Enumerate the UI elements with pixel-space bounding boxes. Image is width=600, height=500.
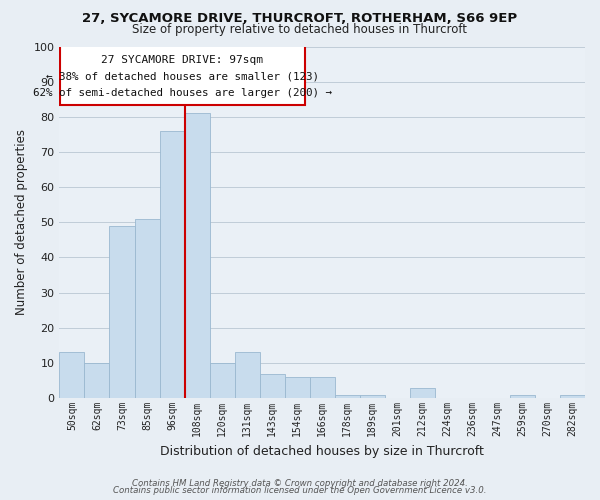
Bar bbox=[310, 377, 335, 398]
Text: Contains HM Land Registry data © Crown copyright and database right 2024.: Contains HM Land Registry data © Crown c… bbox=[132, 478, 468, 488]
Bar bbox=[360, 394, 385, 398]
Bar bbox=[335, 394, 360, 398]
Bar bbox=[134, 219, 160, 398]
Text: ← 38% of detached houses are smaller (123): ← 38% of detached houses are smaller (12… bbox=[46, 72, 319, 82]
Bar bbox=[85, 363, 109, 398]
FancyBboxPatch shape bbox=[60, 44, 305, 104]
Text: Contains public sector information licensed under the Open Government Licence v3: Contains public sector information licen… bbox=[113, 486, 487, 495]
Bar bbox=[410, 388, 435, 398]
Text: 27, SYCAMORE DRIVE, THURCROFT, ROTHERHAM, S66 9EP: 27, SYCAMORE DRIVE, THURCROFT, ROTHERHAM… bbox=[82, 12, 518, 26]
Bar bbox=[209, 363, 235, 398]
X-axis label: Distribution of detached houses by size in Thurcroft: Distribution of detached houses by size … bbox=[160, 444, 484, 458]
Bar bbox=[59, 352, 85, 398]
Bar bbox=[260, 374, 284, 398]
Text: Size of property relative to detached houses in Thurcroft: Size of property relative to detached ho… bbox=[133, 22, 467, 36]
Text: 62% of semi-detached houses are larger (200) →: 62% of semi-detached houses are larger (… bbox=[33, 88, 332, 98]
Bar bbox=[510, 394, 535, 398]
Bar bbox=[109, 226, 134, 398]
Bar bbox=[185, 114, 209, 398]
Bar bbox=[284, 377, 310, 398]
Text: 27 SYCAMORE DRIVE: 97sqm: 27 SYCAMORE DRIVE: 97sqm bbox=[101, 55, 263, 65]
Bar bbox=[560, 394, 585, 398]
Bar bbox=[160, 131, 185, 398]
Y-axis label: Number of detached properties: Number of detached properties bbox=[15, 130, 28, 316]
Bar bbox=[235, 352, 260, 398]
